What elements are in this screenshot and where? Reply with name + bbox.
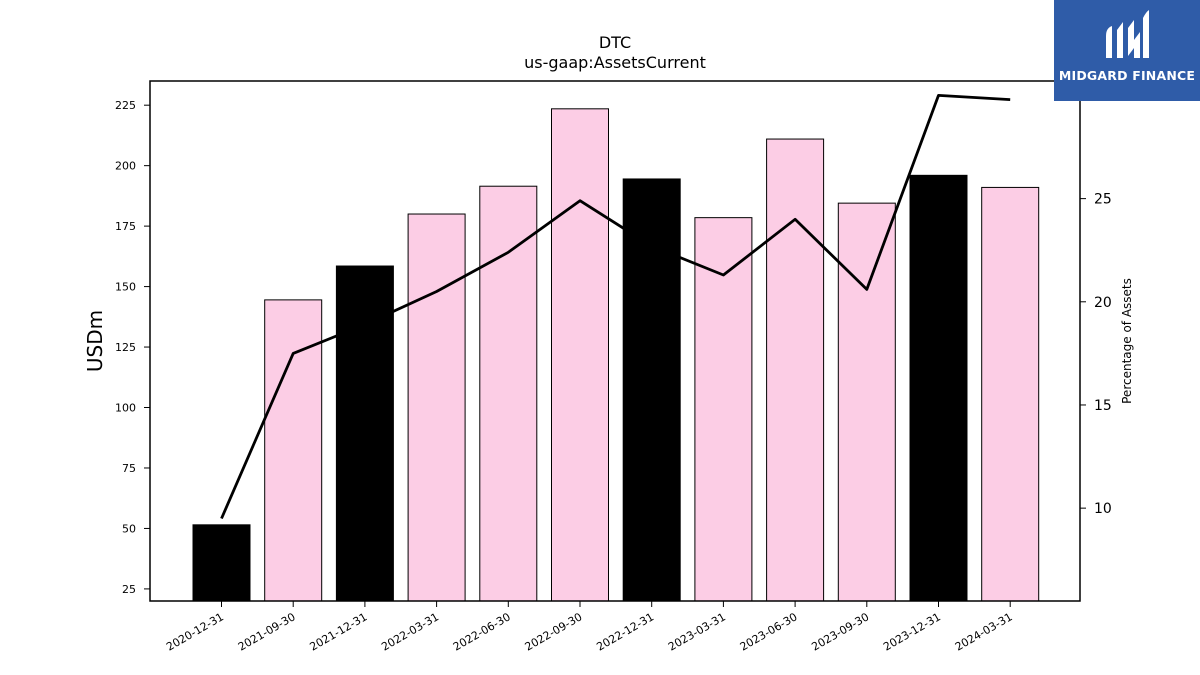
x-tick-label: 2023-03-31 <box>666 610 728 653</box>
y2-axis-label: Percentage of Assets <box>1120 278 1134 404</box>
bar <box>407 213 466 602</box>
bar <box>694 217 753 602</box>
x-tick-label: 2023-06-30 <box>738 610 800 653</box>
bar <box>551 108 609 602</box>
y-tick-label: 150 <box>115 281 136 294</box>
y-axis-right: 1015202530 <box>1080 88 1112 517</box>
y-tick-label: 100 <box>115 402 136 415</box>
y2-tick-label: 25 <box>1094 192 1112 208</box>
x-tick-label: 2022-12-31 <box>594 610 656 653</box>
y-tick-label: 75 <box>122 462 136 475</box>
bar <box>622 178 681 602</box>
y-tick-label: 175 <box>115 220 136 233</box>
y-tick-label: 50 <box>122 522 136 535</box>
x-tick-label: 2022-06-30 <box>451 610 513 653</box>
percentage-line-layer <box>220 94 1011 520</box>
bar <box>766 138 825 602</box>
midgard-mark-icon <box>1106 10 1149 58</box>
y-axis-left: 25 50 75 100 125 150 175 200 225 <box>115 99 150 596</box>
x-axis: 2020-12-31 2021-09-30 2021-12-31 2022-03-31… <box>164 601 1015 654</box>
bars <box>192 108 1040 602</box>
midgard-finance-logo: MIDGARD FINANCE <box>1054 0 1200 101</box>
bar <box>335 265 394 602</box>
x-tick-label: 2023-09-30 <box>809 610 871 653</box>
bar <box>981 186 1040 602</box>
bar <box>479 185 538 602</box>
y-tick-label: 125 <box>115 341 136 354</box>
x-tick-label: 2020-12-31 <box>164 610 226 653</box>
chart-subtitle: us-gaap:AssetsCurrent <box>524 53 706 72</box>
x-tick-label: 2021-09-30 <box>236 610 298 653</box>
logo-text: MIDGARD FINANCE <box>1058 68 1196 83</box>
chart-title: DTC <box>599 33 631 52</box>
x-tick-label: 2022-09-30 <box>523 610 585 653</box>
bar <box>264 299 323 602</box>
x-tick-label: 2024-03-31 <box>953 610 1015 653</box>
y-axis-label: USDm <box>83 310 107 372</box>
bar <box>909 174 968 602</box>
y2-tick-label: 15 <box>1094 398 1112 414</box>
y-tick-label: 25 <box>122 583 136 596</box>
y2-tick-label: 20 <box>1094 295 1112 311</box>
bar <box>192 524 251 602</box>
bar <box>837 202 896 602</box>
x-tick-label: 2023-12-31 <box>881 610 943 653</box>
y-tick-label: 200 <box>115 160 136 173</box>
plot-frame <box>149 80 1081 602</box>
x-tick-label: 2022-03-31 <box>379 610 441 653</box>
percentage-line <box>220 94 1011 520</box>
y-tick-label: 225 <box>115 99 136 112</box>
y2-tick-label: 10 <box>1094 501 1112 517</box>
x-tick-label: 2021-12-31 <box>308 610 370 653</box>
